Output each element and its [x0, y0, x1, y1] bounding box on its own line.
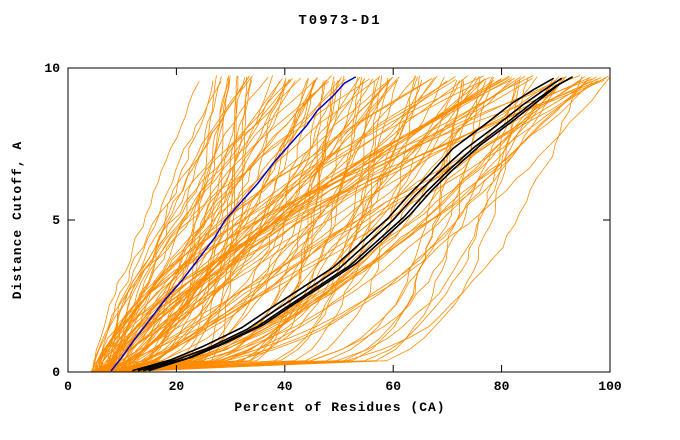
orange-curve [94, 77, 318, 373]
orange-curve [106, 79, 553, 373]
x-tick-label: 20 [169, 379, 185, 394]
orange-curve [94, 80, 588, 373]
black-curve [137, 77, 563, 372]
orange-curve [115, 76, 611, 373]
black-curve [143, 77, 571, 372]
orange-curve [109, 76, 269, 373]
orange-curve [92, 81, 200, 373]
orange-curve [111, 80, 487, 373]
orange-curve [95, 76, 564, 373]
orange-curve [118, 79, 341, 373]
chart-title: T0973-D1 [298, 13, 382, 29]
orange-curve [107, 77, 529, 373]
x-tick-label: 80 [494, 379, 510, 394]
orange-curve [104, 76, 419, 373]
orange-curve [104, 78, 533, 373]
orange-curve [96, 75, 420, 373]
orange-curve [90, 80, 458, 373]
orange-curve [104, 79, 463, 373]
orange-curve [119, 77, 388, 373]
black-curve [132, 77, 554, 372]
x-tick-label: 100 [598, 379, 622, 394]
x-tick-label: 0 [64, 379, 72, 394]
orange-curve [91, 78, 391, 373]
orange-curve [90, 79, 564, 373]
x-tick-label: 40 [277, 379, 293, 394]
orange-curve [111, 80, 280, 373]
orange-curve [115, 77, 287, 373]
y-tick-label: 0 [52, 365, 60, 380]
orange-curve [108, 79, 398, 373]
orange-curve [124, 80, 516, 373]
orange-curve [112, 80, 338, 373]
orange-curve [117, 80, 390, 373]
orange-curve [92, 77, 481, 373]
orange-curve [108, 80, 495, 373]
orange-curve [100, 76, 248, 373]
orange-curve [99, 78, 366, 373]
orange-curve [105, 76, 359, 373]
orange-curve [126, 75, 438, 373]
orange-curve [95, 79, 465, 373]
orange-curve [119, 76, 583, 373]
orange-curve [98, 77, 361, 373]
orange-curve [109, 79, 502, 373]
orange-curve [105, 78, 521, 373]
y-tick-label: 10 [44, 61, 60, 76]
orange-curve [100, 75, 253, 373]
x-axis-label: Percent of Residues (CA) [234, 400, 446, 415]
orange-curve [105, 76, 363, 373]
orange-curve [116, 75, 239, 373]
orange-curve [118, 77, 510, 373]
orange-curve [105, 80, 324, 373]
orange-curve [113, 76, 445, 373]
orange-curve [94, 76, 491, 373]
orange-curve [106, 76, 250, 373]
orange-curve [110, 77, 602, 373]
orange-curve [100, 76, 597, 373]
y-tick-label: 5 [52, 213, 60, 228]
blue-curve [110, 76, 357, 372]
black-curve [148, 76, 573, 372]
orange-curve [97, 78, 346, 373]
orange-curve [124, 79, 230, 373]
orange-curve [94, 75, 383, 373]
orange-curve [120, 80, 512, 373]
orange-curve [110, 79, 292, 373]
orange-curve [98, 75, 484, 373]
orange-curve [112, 80, 214, 373]
orange-curve [114, 80, 461, 373]
orange-curve [122, 78, 374, 373]
orange-curve [107, 81, 222, 373]
x-tick-label: 60 [385, 379, 401, 394]
orange-curve [126, 80, 484, 373]
orange-curve [105, 76, 559, 373]
orange-curve [90, 77, 229, 373]
orange-curve [94, 78, 370, 373]
orange-curve [96, 76, 222, 373]
orange-curve [108, 79, 328, 373]
orange-curve [110, 77, 566, 373]
orange-curve [100, 75, 580, 373]
orange-curve [93, 76, 477, 373]
orange-curve [100, 77, 590, 373]
orange-curve [103, 77, 246, 373]
orange-curve [89, 80, 397, 373]
orange-curve [101, 78, 309, 373]
orange-curve [101, 76, 480, 373]
orange-curve [114, 81, 330, 373]
